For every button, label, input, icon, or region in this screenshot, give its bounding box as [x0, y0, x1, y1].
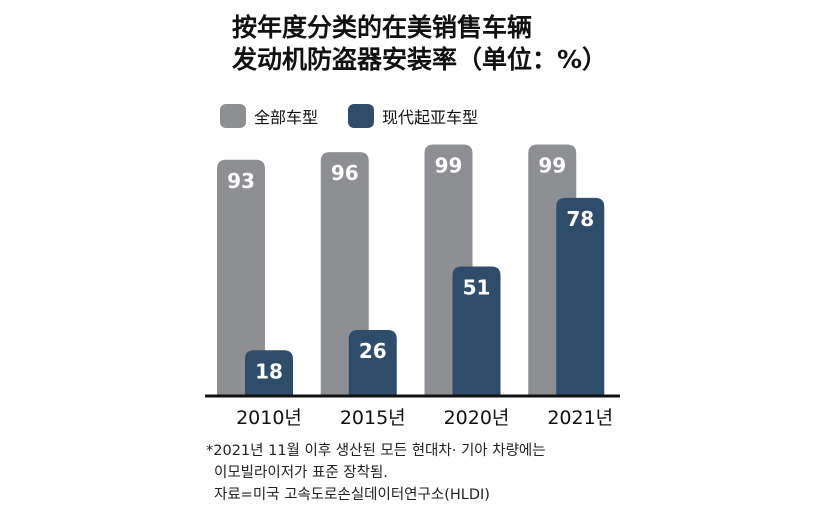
legend: 全部车型 现代起亚车型: [220, 102, 508, 130]
data-label-hk-3: 78: [566, 207, 594, 231]
bar-hk-0: [245, 350, 293, 396]
data-label-hk-1: 26: [359, 339, 387, 363]
legend-label-all: 全部车型: [254, 108, 319, 127]
data-label-all-2: 99: [435, 154, 463, 178]
footnotes: *2021년 11월 이후 생산된 모든 현대차· 기아 차량에는 이모빌라이저…: [206, 440, 546, 506]
legend-label-hk: 现代起亚车型: [382, 108, 479, 127]
bar-all-0: [217, 159, 265, 396]
footnote-line-2: 이모빌라이저가 표준 장착됨.: [214, 465, 388, 481]
bar-hk-2: [452, 266, 501, 396]
data-label-all-0: 93: [227, 169, 255, 193]
x-tick-label-3: 2021년: [547, 407, 613, 429]
x-tick-label-1: 2015년: [340, 407, 406, 429]
data-label-hk-0: 18: [255, 359, 283, 383]
data-label-all-1: 96: [331, 161, 359, 185]
legend-swatch-hk: [348, 104, 375, 128]
footnote-line-1: *2021년 11월 이후 생산된 모든 현대차· 기아 차량에는: [206, 443, 546, 459]
source-line: 자료=미국 고속도로손실데이터연구소(HLDI): [214, 487, 490, 503]
chart-title: 按年度分类的在美销售车辆 发动机防盗器安装率（单位：%）: [232, 12, 652, 76]
bar-hk-1: [348, 329, 397, 396]
title-line-1: 按年度分类的在美销售车辆: [232, 13, 533, 42]
legend-swatch-all: [220, 104, 246, 128]
legend-item-all: 全部车型: [220, 104, 318, 128]
x-tick-label-2: 2020년: [444, 407, 510, 429]
bar-hk-3: [556, 197, 605, 396]
title-line-2: 发动机防盗器安装率（单位：%）: [232, 45, 608, 74]
data-label-hk-2: 51: [463, 275, 491, 299]
x-tick-label-0: 2010년: [236, 407, 302, 429]
legend-item-hk: 现代起亚车型: [348, 104, 478, 128]
data-label-all-3: 99: [538, 154, 566, 178]
